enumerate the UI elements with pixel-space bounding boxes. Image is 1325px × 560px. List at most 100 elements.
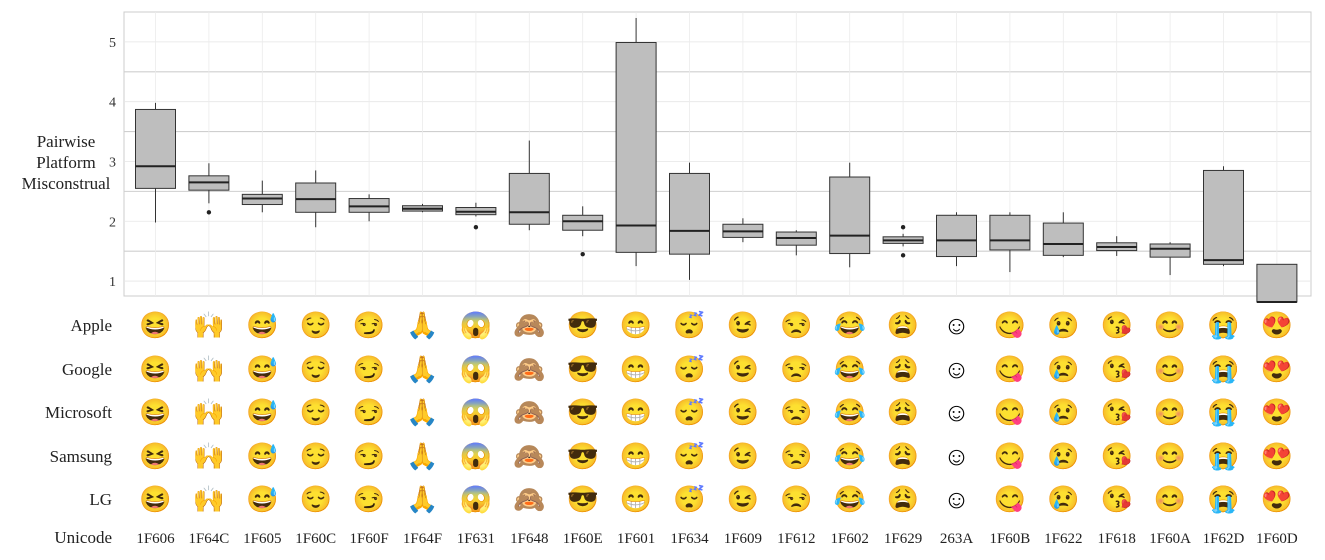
emoji-samsung-1F609: 😉 <box>727 442 759 471</box>
box-body <box>936 214 977 258</box>
platform-label-samsung: Samsung <box>50 447 113 466</box>
emoji-google-1F602: 😂 <box>834 355 866 384</box>
y-tick-label: 3 <box>109 155 116 170</box>
emoji-lg-1F64C: 🙌 <box>193 485 225 514</box>
emoji-google-1F612: 😒 <box>780 355 812 384</box>
boxplot-panel: 1 2 3 4 5 <box>109 11 1312 303</box>
box-body <box>829 176 871 255</box>
emoji-lg-1F60F: 😏 <box>353 485 385 514</box>
y-tick-label: 2 <box>109 215 116 230</box>
emoji-lg-1F605: 😅 <box>246 485 278 514</box>
y-axis-title-line-3: Misconstrual <box>22 174 111 193</box>
emoji-samsung-1F606: 😆 <box>139 442 171 471</box>
box-1F60B <box>989 212 1031 273</box>
platform-label-apple: Apple <box>70 316 112 335</box>
emoji-apple-263A: ☺ <box>943 311 970 340</box>
emoji-google-263A: ☺ <box>943 355 970 384</box>
box-263A <box>936 212 977 267</box>
box-1F622 <box>1042 212 1084 258</box>
emoji-lg-1F60D: 😍 <box>1261 485 1293 514</box>
box-body <box>1149 243 1191 258</box>
box-body <box>562 214 604 231</box>
emoji-google-1F618: 😘 <box>1101 355 1133 384</box>
emoji-google-1F60B: 😋 <box>994 355 1026 384</box>
platform-label-microsoft: Microsoft <box>45 403 112 422</box>
outlier-point <box>580 251 585 257</box>
outlier-point <box>900 253 906 258</box>
y-tick-label: 4 <box>109 96 116 111</box>
y-tick-label: 5 <box>109 36 116 51</box>
emoji-samsung-1F648: 🙈 <box>513 442 545 471</box>
emoji-lg-1F602: 😂 <box>834 485 866 514</box>
box-1F602 <box>829 162 871 268</box>
emoji-samsung-1F60D: 😍 <box>1261 442 1293 471</box>
emoji-samsung-1F601: 😁 <box>620 442 652 471</box>
unicode-row-label: Unicode <box>54 528 112 547</box>
emoji-google-1F62D: 😭 <box>1207 355 1239 384</box>
boxes <box>135 17 1298 303</box>
unicode-code-label: 1F605 <box>243 531 281 547</box>
emoji-apple-1F612: 😒 <box>780 311 812 340</box>
emoji-apple-1F648: 🙈 <box>513 311 545 340</box>
emoji-google-1F60F: 😏 <box>353 355 385 384</box>
emoji-google-1F631: 😱 <box>460 355 492 385</box>
y-axis-title-line-1: Pairwise <box>37 132 96 151</box>
emoji-google-1F64C: 🙌 <box>193 355 225 384</box>
emoji-apple-1F629: 😩 <box>887 311 919 340</box>
emoji-microsoft-1F631: 😱 <box>460 398 492 428</box>
y-tick-labels: 1 2 3 4 5 <box>109 36 116 290</box>
box-body <box>295 182 337 213</box>
emoji-apple-1F60F: 😏 <box>353 311 385 340</box>
emoji-microsoft-1F622: 😢 <box>1047 398 1079 427</box>
box-body <box>135 108 176 189</box>
emoji-google-1F605: 😅 <box>246 355 278 384</box>
emoji-grid: Apple Google Microsoft Samsung LG Unicode 😆 🙌 😅… <box>45 310 1298 547</box>
emoji-samsung-1F60C: 😌 <box>300 442 332 471</box>
box-1F648 <box>508 140 550 231</box>
emoji-google-1F60D: 😍 <box>1261 355 1293 384</box>
box-1F601 <box>615 17 657 267</box>
emoji-samsung-1F622: 😢 <box>1047 442 1079 471</box>
unicode-code-label: 1F60F <box>350 531 389 547</box>
emoji-samsung-1F602: 😂 <box>834 442 866 471</box>
box-1F60F <box>348 194 390 222</box>
emoji-samsung-1F60B: 😋 <box>994 442 1026 471</box>
emoji-microsoft-1F648: 🙈 <box>513 398 545 427</box>
unicode-code-label: 1F606 <box>136 531 175 547</box>
emoji-lg-1F612: 😒 <box>780 485 812 514</box>
unicode-code-label: 1F634 <box>670 531 709 547</box>
emoji-apple-1F60C: 😌 <box>300 311 332 340</box>
unicode-code-label: 1F601 <box>617 531 655 547</box>
unicode-code-label: 1F629 <box>884 531 922 547</box>
emoji-apple-1F601: 😁 <box>620 311 652 340</box>
emoji-samsung-1F60A: 😊 <box>1154 442 1186 471</box>
emoji-samsung-1F634: 😴 <box>673 441 705 471</box>
emoji-lg-1F60B: 😋 <box>994 485 1026 514</box>
box-body <box>615 41 657 253</box>
emoji-microsoft-1F64F: 🙏 <box>406 398 438 427</box>
emoji-microsoft-1F606: 😆 <box>139 398 171 427</box>
box-1F60A <box>1149 242 1191 276</box>
emoji-lg-1F64F: 🙏 <box>406 485 438 514</box>
box-1F62D <box>1203 166 1244 267</box>
emoji-microsoft-1F629: 😩 <box>887 398 919 427</box>
unicode-code-label: 1F60A <box>1149 531 1191 547</box>
box-1F60E <box>562 206 604 257</box>
emoji-apple-1F602: 😂 <box>834 311 866 340</box>
emoji-apple-1F60E: 😎 <box>567 311 599 340</box>
platform-label-lg: LG <box>89 490 112 509</box>
unicode-code-label: 1F618 <box>1098 531 1136 547</box>
unicode-code-label: 1F631 <box>457 531 495 547</box>
emoji-apple-1F60D: 😍 <box>1261 311 1293 340</box>
plot-background <box>123 11 1312 297</box>
emoji-lg-1F60C: 😌 <box>300 485 332 514</box>
box-1F609 <box>722 218 764 243</box>
emoji-samsung-263A: ☺ <box>943 442 970 471</box>
emoji-lg-1F622: 😢 <box>1047 485 1079 514</box>
emoji-samsung-1F605: 😅 <box>246 442 278 471</box>
unicode-code-label: 1F60E <box>563 531 603 547</box>
box-1F606 <box>135 102 176 223</box>
emoji-lg-263A: ☺ <box>943 485 970 514</box>
emoji-samsung-1F64C: 🙌 <box>193 442 225 471</box>
